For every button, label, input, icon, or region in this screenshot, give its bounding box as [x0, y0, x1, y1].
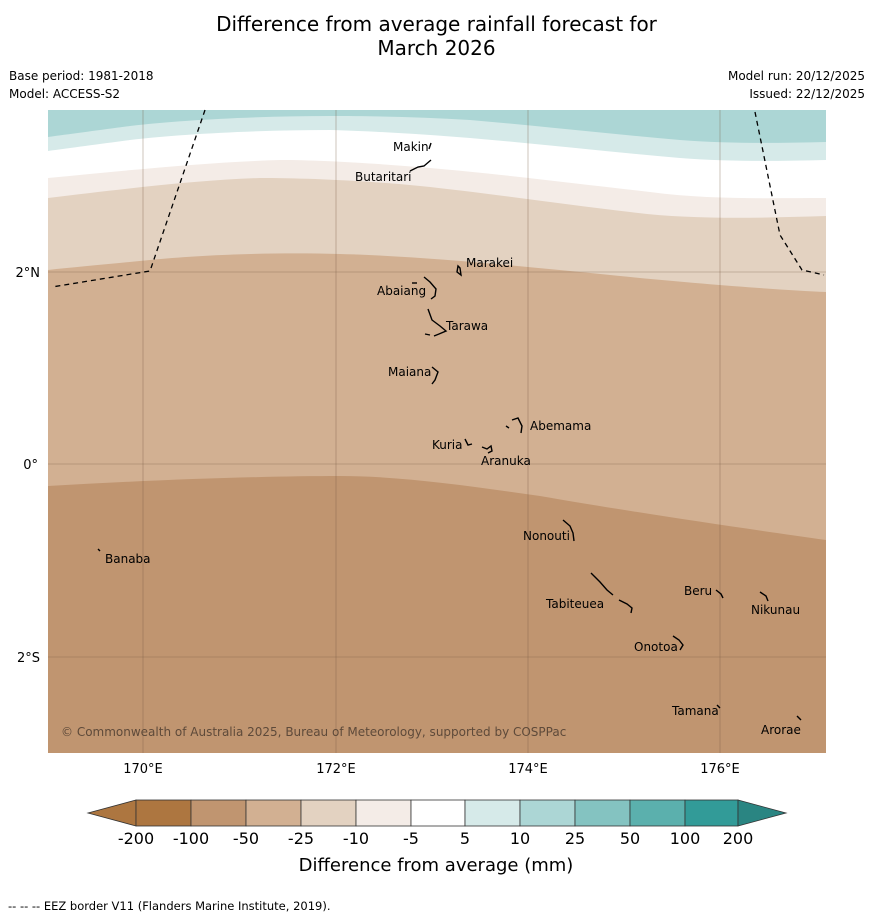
colorbar-title: Difference from average (mm) [299, 855, 574, 876]
island-outlines [97, 142, 802, 721]
beru-outline [715, 589, 724, 599]
colorbar-label: 100 [670, 829, 701, 848]
colorbar-labels: -200 -100 -50 -25 -10 -5 5 10 25 50 100 … [118, 829, 753, 848]
place-label: Marakei [466, 256, 513, 270]
place-label: Arorae [761, 723, 801, 737]
meta-right: Model run: 20/12/2025 Issued: 22/12/2025 [728, 67, 865, 103]
abemama-outline [511, 417, 523, 434]
colorbar-segment [519, 799, 576, 827]
colorbar-segment [574, 799, 631, 827]
latitude-tick-labels: 2°N 0° 2°S [16, 266, 41, 666]
maiana-outline [431, 366, 439, 385]
colorbar [86, 799, 788, 827]
abemama-west-outline [505, 425, 510, 429]
colorbar-label: -10 [343, 829, 369, 848]
colorbar-label: -100 [173, 829, 209, 848]
tamana-outline [716, 704, 721, 709]
place-label: Beru [684, 584, 712, 598]
colorbar-segment [464, 799, 521, 827]
graticule [48, 110, 826, 753]
colorbar-label: -25 [288, 829, 314, 848]
map-bands [48, 110, 826, 753]
lon-tick-label: 174°E [508, 762, 548, 777]
colorbar-label: 5 [460, 829, 470, 848]
place-label: Tarawa [445, 319, 488, 333]
tabiteuea-outline [590, 572, 614, 596]
copyright-notice: © Commonwealth of Australia 2025, Bureau… [61, 725, 566, 739]
colorbar-segment [190, 799, 247, 827]
longitude-tick-labels: 170°E 172°E 174°E 176°E [123, 762, 740, 777]
place-label: Aranuka [481, 454, 531, 468]
marakei-outline [456, 264, 462, 277]
place-label: Tabiteuea [545, 597, 604, 611]
lat-tick-label: 0° [23, 458, 38, 473]
lon-tick-label: 172°E [316, 762, 356, 777]
colorbar-low-extension [86, 799, 137, 827]
title-line-2: March 2026 [377, 36, 496, 60]
place-labels: Makin Butaritari Marakei Abaiang Tarawa … [105, 140, 801, 737]
colorbar-segment [300, 799, 357, 827]
colorbar-segment [629, 799, 686, 827]
nikunau-outline [759, 591, 769, 602]
place-label: Abaiang [377, 284, 426, 298]
onotoa-outline [672, 635, 684, 651]
colorbar-segment [135, 799, 192, 827]
colorbar-high-extension [737, 799, 788, 827]
lat-tick-label: 2°S [17, 651, 40, 666]
colorbar-segment [355, 799, 412, 827]
place-label: Nonouti [523, 529, 570, 543]
colorbar-label: 25 [565, 829, 585, 848]
colorbar-label: 50 [620, 829, 640, 848]
tabiteuea-south-outline [618, 599, 633, 614]
butaritari-outline [409, 159, 432, 172]
place-label: Kuria [432, 438, 463, 452]
title-line-1: Difference from average rainfall forecas… [216, 12, 657, 36]
band-plus-10 [48, 110, 826, 143]
tarawa-outline [427, 308, 448, 337]
colorbar-label: -5 [403, 829, 419, 848]
place-label: Makin [393, 140, 429, 154]
base-period: Base period: 1981-2018 [9, 69, 154, 83]
issued-date: Issued: 22/12/2025 [749, 87, 865, 101]
rainfall-map: Makin Butaritari Marakei Abaiang Tarawa … [16, 109, 826, 876]
place-label: Abemama [530, 419, 591, 433]
colorbar-label: -50 [233, 829, 259, 848]
place-label: Nikunau [751, 603, 800, 617]
model-run: Model run: 20/12/2025 [727, 69, 865, 83]
lon-tick-label: 176°E [700, 762, 740, 777]
colorbar-segment [410, 799, 466, 827]
chart-title: Difference from average rainfall forecas… [0, 12, 873, 60]
place-label: Tamana [671, 704, 719, 718]
eez-borders [51, 109, 825, 288]
colorbar-label: -200 [118, 829, 154, 848]
arorae-outline [796, 715, 802, 721]
aranuka-outline [481, 444, 493, 454]
eez-footnote: -- -- -- EEZ border V11 (Flanders Marine… [8, 899, 331, 913]
colorbar-segment [684, 799, 739, 827]
place-label: Onotoa [634, 640, 678, 654]
lon-tick-label: 170°E [123, 762, 163, 777]
colorbar-label: 200 [723, 829, 754, 848]
tarawa-west-outline [424, 333, 431, 336]
place-label: Banaba [105, 552, 151, 566]
banaba-outline [97, 548, 101, 552]
colorbar-segment [245, 799, 302, 827]
place-label: Butaritari [355, 170, 412, 184]
meta-left: Base period: 1981-2018 Model: ACCESS-S2 [9, 67, 154, 103]
colorbar-label: 10 [510, 829, 530, 848]
lat-tick-label: 2°N [16, 266, 41, 281]
kuria-outline [464, 438, 473, 446]
abaiang-outline [423, 276, 437, 300]
model-name: Model: ACCESS-S2 [9, 87, 121, 101]
nonouti-outline [562, 519, 575, 542]
place-label: Maiana [388, 365, 431, 379]
makin-outline [428, 142, 432, 150]
